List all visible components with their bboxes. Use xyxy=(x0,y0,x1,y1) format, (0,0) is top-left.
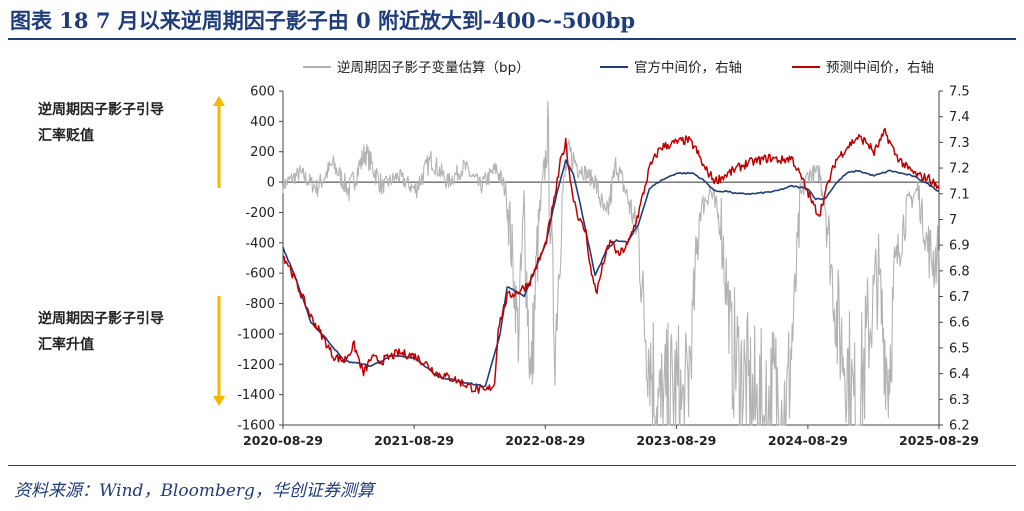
x-tick-label: 2020-08-29 xyxy=(243,433,323,448)
y-left-tick-label: -200 xyxy=(245,206,275,221)
y-right-tick-label: 7.3 xyxy=(949,136,970,151)
y-right-tick-label: 6.9 xyxy=(949,239,970,254)
figure-title: 图表 18 7 月以来逆周期因子影子由 0 附近放大到-400~-500bp xyxy=(10,8,636,33)
legend-label-blue: 官方中间价，右轴 xyxy=(634,60,742,76)
series-line-red xyxy=(282,127,940,394)
y-left-tick-label: -1000 xyxy=(237,327,275,342)
annotation-bottom-line2: 汇率升值 xyxy=(38,337,94,353)
axes: 600 400 200 0 -200 -400 -600 -800 -1000 -1200 -140… xyxy=(237,85,979,449)
y-left-tick-label: -1200 xyxy=(237,358,275,373)
y-left-tick-label: 200 xyxy=(250,145,275,160)
annotation-top-line1: 逆周期因子影子引导 xyxy=(38,102,164,118)
x-tick-label: 2021-08-29 xyxy=(374,433,454,448)
y-right-tick-label: 6.7 xyxy=(949,290,970,305)
arrow-down-head xyxy=(213,396,225,406)
x-tick-label: 2024-08-29 xyxy=(768,433,848,448)
x-tick-label: 2025-08-29 xyxy=(899,433,979,448)
y-right-tick-label: 6.4 xyxy=(949,367,970,382)
y-left-tick-label: 0 xyxy=(267,176,275,191)
arrow-up-head xyxy=(213,96,225,106)
y-right-tick-label: 7.2 xyxy=(949,162,970,177)
y-right-tick-label: 6.3 xyxy=(949,393,970,408)
annotation-bottom-line1: 逆周期因子影子引导 xyxy=(38,311,164,327)
annotation-appreciation: 逆周期因子影子引导 汇率升值 xyxy=(38,306,164,358)
annotation-arrows xyxy=(213,96,225,406)
source-rule xyxy=(8,465,1016,466)
title-rule xyxy=(8,38,1016,40)
annotation-top-line2: 汇率贬值 xyxy=(38,128,94,144)
annotation-depreciation: 逆周期因子影子引导 汇率贬值 xyxy=(38,97,164,149)
series-line-gray xyxy=(282,100,940,426)
y-left-tick-label: 600 xyxy=(250,85,275,100)
y-right-tick-label: 6.8 xyxy=(949,264,970,279)
x-tick-label: 2022-08-29 xyxy=(505,433,585,448)
legend-label-red: 预测中间价，右轴 xyxy=(826,60,934,76)
y-right-tick-label: 6.5 xyxy=(949,341,970,356)
y-left-tick-label: -800 xyxy=(245,297,275,312)
chart: 600 400 200 0 -200 -400 -600 -800 -1000 -1200 -140… xyxy=(213,60,979,449)
y-left-tick-label: -1600 xyxy=(237,419,275,434)
y-right-tick-label: 7 xyxy=(949,213,957,228)
x-tick-label: 2023-08-29 xyxy=(636,433,716,448)
y-left-tick-label: -400 xyxy=(245,236,275,251)
y-right-tick-label: 6.2 xyxy=(949,419,970,434)
y-left-tick-label: 400 xyxy=(250,115,275,130)
y-right-tick-label: 7.5 xyxy=(949,85,970,100)
legend: 逆周期因子影子变量估算（bp） 官方中间价，右轴 预测中间价，右轴 xyxy=(303,60,934,76)
legend-label-gray: 逆周期因子影子变量估算（bp） xyxy=(337,60,530,76)
series-lines xyxy=(282,100,940,426)
y-left-tick-label: -600 xyxy=(245,267,275,282)
title-bar: 图表 18 7 月以来逆周期因子影子由 0 附近放大到-400~-500bp xyxy=(0,0,1024,38)
y-right-tick-label: 7.4 xyxy=(949,110,970,125)
y-right-tick-label: 7.1 xyxy=(949,187,970,202)
y-right-tick-label: 6.6 xyxy=(949,316,970,331)
y-left-tick-label: -1400 xyxy=(237,388,275,403)
source-note: 资料来源：Wind，Bloomberg，华创证券测算 xyxy=(14,481,374,501)
